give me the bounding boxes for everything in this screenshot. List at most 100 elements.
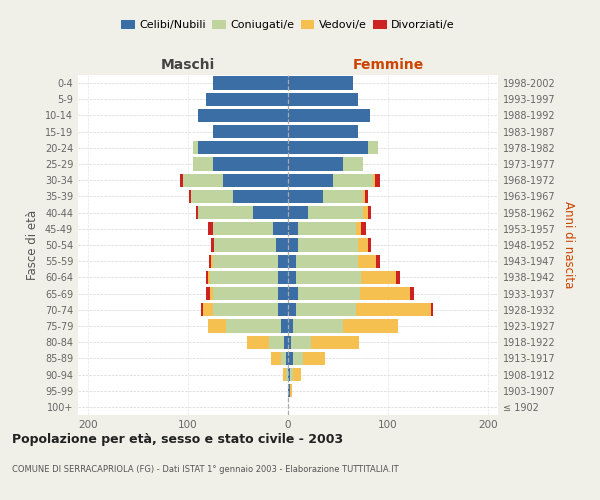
Bar	[376, 254, 380, 268]
Bar	[365, 190, 368, 203]
Bar	[288, 158, 343, 170]
Bar	[298, 222, 356, 235]
Bar	[213, 222, 273, 235]
Bar	[278, 303, 288, 316]
Bar	[253, 206, 288, 220]
Bar	[343, 158, 363, 170]
Bar	[247, 336, 269, 349]
Bar	[343, 320, 398, 332]
Text: Femmine: Femmine	[352, 58, 424, 72]
Bar	[368, 141, 378, 154]
Bar	[191, 190, 233, 203]
Bar	[208, 222, 213, 235]
Text: Maschi: Maschi	[161, 58, 215, 72]
Bar	[276, 238, 288, 252]
Bar	[233, 190, 288, 203]
Bar	[288, 76, 353, 90]
Bar	[278, 287, 288, 300]
Bar	[208, 320, 226, 332]
Bar	[281, 320, 288, 332]
Bar	[206, 270, 208, 284]
Bar	[358, 254, 376, 268]
Bar	[288, 336, 291, 349]
Bar	[288, 109, 370, 122]
Bar	[288, 287, 298, 300]
Bar	[296, 303, 356, 316]
Bar	[368, 206, 371, 220]
Bar	[296, 254, 358, 268]
Bar	[361, 222, 366, 235]
Bar	[293, 320, 343, 332]
Bar	[209, 254, 211, 268]
Bar	[198, 141, 288, 154]
Bar	[363, 190, 365, 203]
Bar	[288, 384, 290, 398]
Bar	[288, 206, 308, 220]
Bar	[213, 254, 278, 268]
Bar	[373, 174, 375, 187]
Bar	[278, 254, 288, 268]
Bar	[333, 174, 373, 187]
Bar	[368, 238, 371, 252]
Bar	[281, 352, 286, 365]
Bar	[213, 158, 288, 170]
Bar	[296, 270, 361, 284]
Bar	[203, 303, 213, 316]
Bar	[180, 174, 183, 187]
Bar	[214, 238, 276, 252]
Bar	[206, 92, 288, 106]
Bar	[410, 287, 414, 300]
Bar	[193, 158, 213, 170]
Bar	[375, 174, 380, 187]
Bar	[288, 92, 358, 106]
Bar	[288, 270, 296, 284]
Text: COMUNE DI SERRACAPRIOLA (FG) - Dati ISTAT 1° gennaio 2003 - Elaborazione TUTTITA: COMUNE DI SERRACAPRIOLA (FG) - Dati ISTA…	[12, 466, 398, 474]
Bar	[226, 320, 281, 332]
Bar	[293, 368, 301, 381]
Bar	[356, 303, 431, 316]
Bar	[396, 270, 400, 284]
Bar	[210, 287, 213, 300]
Bar	[213, 125, 288, 138]
Bar	[284, 336, 288, 349]
Bar	[201, 303, 203, 316]
Bar	[356, 222, 361, 235]
Bar	[278, 270, 288, 284]
Bar	[431, 303, 433, 316]
Bar	[206, 287, 210, 300]
Bar	[196, 206, 198, 220]
Bar	[308, 206, 363, 220]
Bar	[183, 174, 223, 187]
Bar	[288, 303, 296, 316]
Bar	[208, 270, 210, 284]
Bar	[223, 174, 288, 187]
Bar	[323, 190, 363, 203]
Bar	[189, 190, 191, 203]
Bar	[213, 76, 288, 90]
Bar	[273, 222, 288, 235]
Bar	[288, 368, 290, 381]
Bar	[271, 352, 281, 365]
Bar	[198, 109, 288, 122]
Bar	[283, 368, 286, 381]
Bar	[198, 206, 253, 220]
Y-axis label: Fasce di età: Fasce di età	[26, 210, 39, 280]
Bar	[311, 336, 359, 349]
Y-axis label: Anni di nascita: Anni di nascita	[562, 202, 575, 288]
Bar	[363, 206, 368, 220]
Bar	[303, 352, 325, 365]
Bar	[290, 384, 292, 398]
Bar	[298, 238, 358, 252]
Bar	[288, 141, 368, 154]
Bar	[288, 222, 298, 235]
Bar	[358, 238, 368, 252]
Bar	[291, 336, 311, 349]
Bar	[210, 270, 278, 284]
Bar	[213, 303, 278, 316]
Legend: Celibi/Nubili, Coniugati/e, Vedovi/e, Divorziati/e: Celibi/Nubili, Coniugati/e, Vedovi/e, Di…	[117, 16, 459, 35]
Bar	[288, 352, 293, 365]
Bar	[293, 352, 303, 365]
Bar	[288, 238, 298, 252]
Bar	[193, 141, 198, 154]
Bar	[213, 287, 278, 300]
